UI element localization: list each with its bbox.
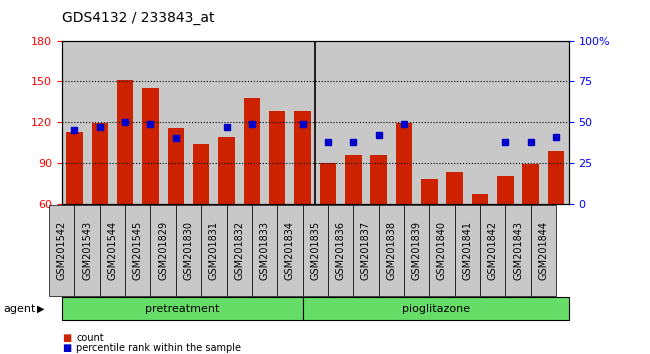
Bar: [523, 164, 539, 204]
Bar: [239, 41, 265, 204]
Bar: [218, 137, 235, 204]
Bar: [447, 172, 463, 204]
Bar: [244, 98, 260, 204]
Bar: [493, 41, 518, 204]
Text: GSM201837: GSM201837: [361, 221, 371, 280]
Bar: [138, 41, 163, 204]
Bar: [320, 163, 336, 204]
Text: GSM201843: GSM201843: [513, 221, 523, 280]
Text: GSM201834: GSM201834: [285, 221, 295, 280]
Text: ■: ■: [62, 333, 71, 343]
Text: pretreatment: pretreatment: [145, 304, 219, 314]
Bar: [92, 124, 108, 204]
Text: agent: agent: [3, 304, 36, 314]
Bar: [290, 41, 315, 204]
Bar: [467, 41, 493, 204]
Text: ▶: ▶: [37, 304, 45, 314]
Text: GSM201838: GSM201838: [386, 221, 396, 280]
Bar: [417, 41, 442, 204]
Bar: [341, 41, 366, 204]
Bar: [294, 111, 311, 204]
Bar: [188, 41, 214, 204]
Bar: [548, 151, 564, 204]
Text: GSM201840: GSM201840: [437, 221, 447, 280]
Bar: [269, 111, 285, 204]
Text: GSM201831: GSM201831: [209, 221, 219, 280]
Text: GSM201833: GSM201833: [259, 221, 270, 280]
Bar: [193, 144, 209, 204]
Bar: [497, 176, 514, 204]
Text: GSM201829: GSM201829: [158, 221, 168, 280]
Bar: [66, 132, 83, 204]
Bar: [62, 41, 87, 204]
Bar: [421, 179, 437, 204]
Text: GSM201830: GSM201830: [183, 221, 194, 280]
Bar: [214, 41, 239, 204]
Text: GDS4132 / 233843_at: GDS4132 / 233843_at: [62, 11, 214, 25]
Bar: [366, 41, 391, 204]
Text: ■: ■: [62, 343, 71, 353]
Bar: [117, 80, 133, 204]
Text: percentile rank within the sample: percentile rank within the sample: [76, 343, 241, 353]
Bar: [112, 41, 138, 204]
Text: GSM201832: GSM201832: [234, 221, 244, 280]
Text: GSM201543: GSM201543: [82, 221, 92, 280]
Bar: [345, 155, 361, 204]
Text: GSM201835: GSM201835: [310, 221, 320, 280]
Bar: [142, 88, 159, 204]
Bar: [87, 41, 112, 204]
Bar: [370, 155, 387, 204]
Text: GSM201842: GSM201842: [488, 221, 498, 280]
Bar: [518, 41, 543, 204]
Text: GSM201844: GSM201844: [538, 221, 549, 280]
Text: GSM201544: GSM201544: [107, 221, 118, 280]
Text: GSM201841: GSM201841: [462, 221, 473, 280]
Bar: [163, 41, 188, 204]
Bar: [168, 127, 184, 204]
Text: GSM201545: GSM201545: [133, 221, 143, 280]
Text: count: count: [76, 333, 104, 343]
Bar: [265, 41, 290, 204]
Text: pioglitazone: pioglitazone: [402, 304, 470, 314]
Bar: [442, 41, 467, 204]
Bar: [315, 41, 341, 204]
Bar: [396, 124, 412, 204]
Bar: [472, 194, 488, 204]
Bar: [543, 41, 569, 204]
Text: GSM201839: GSM201839: [411, 221, 422, 280]
Bar: [391, 41, 417, 204]
Text: GSM201542: GSM201542: [57, 221, 67, 280]
Text: GSM201836: GSM201836: [335, 221, 346, 280]
